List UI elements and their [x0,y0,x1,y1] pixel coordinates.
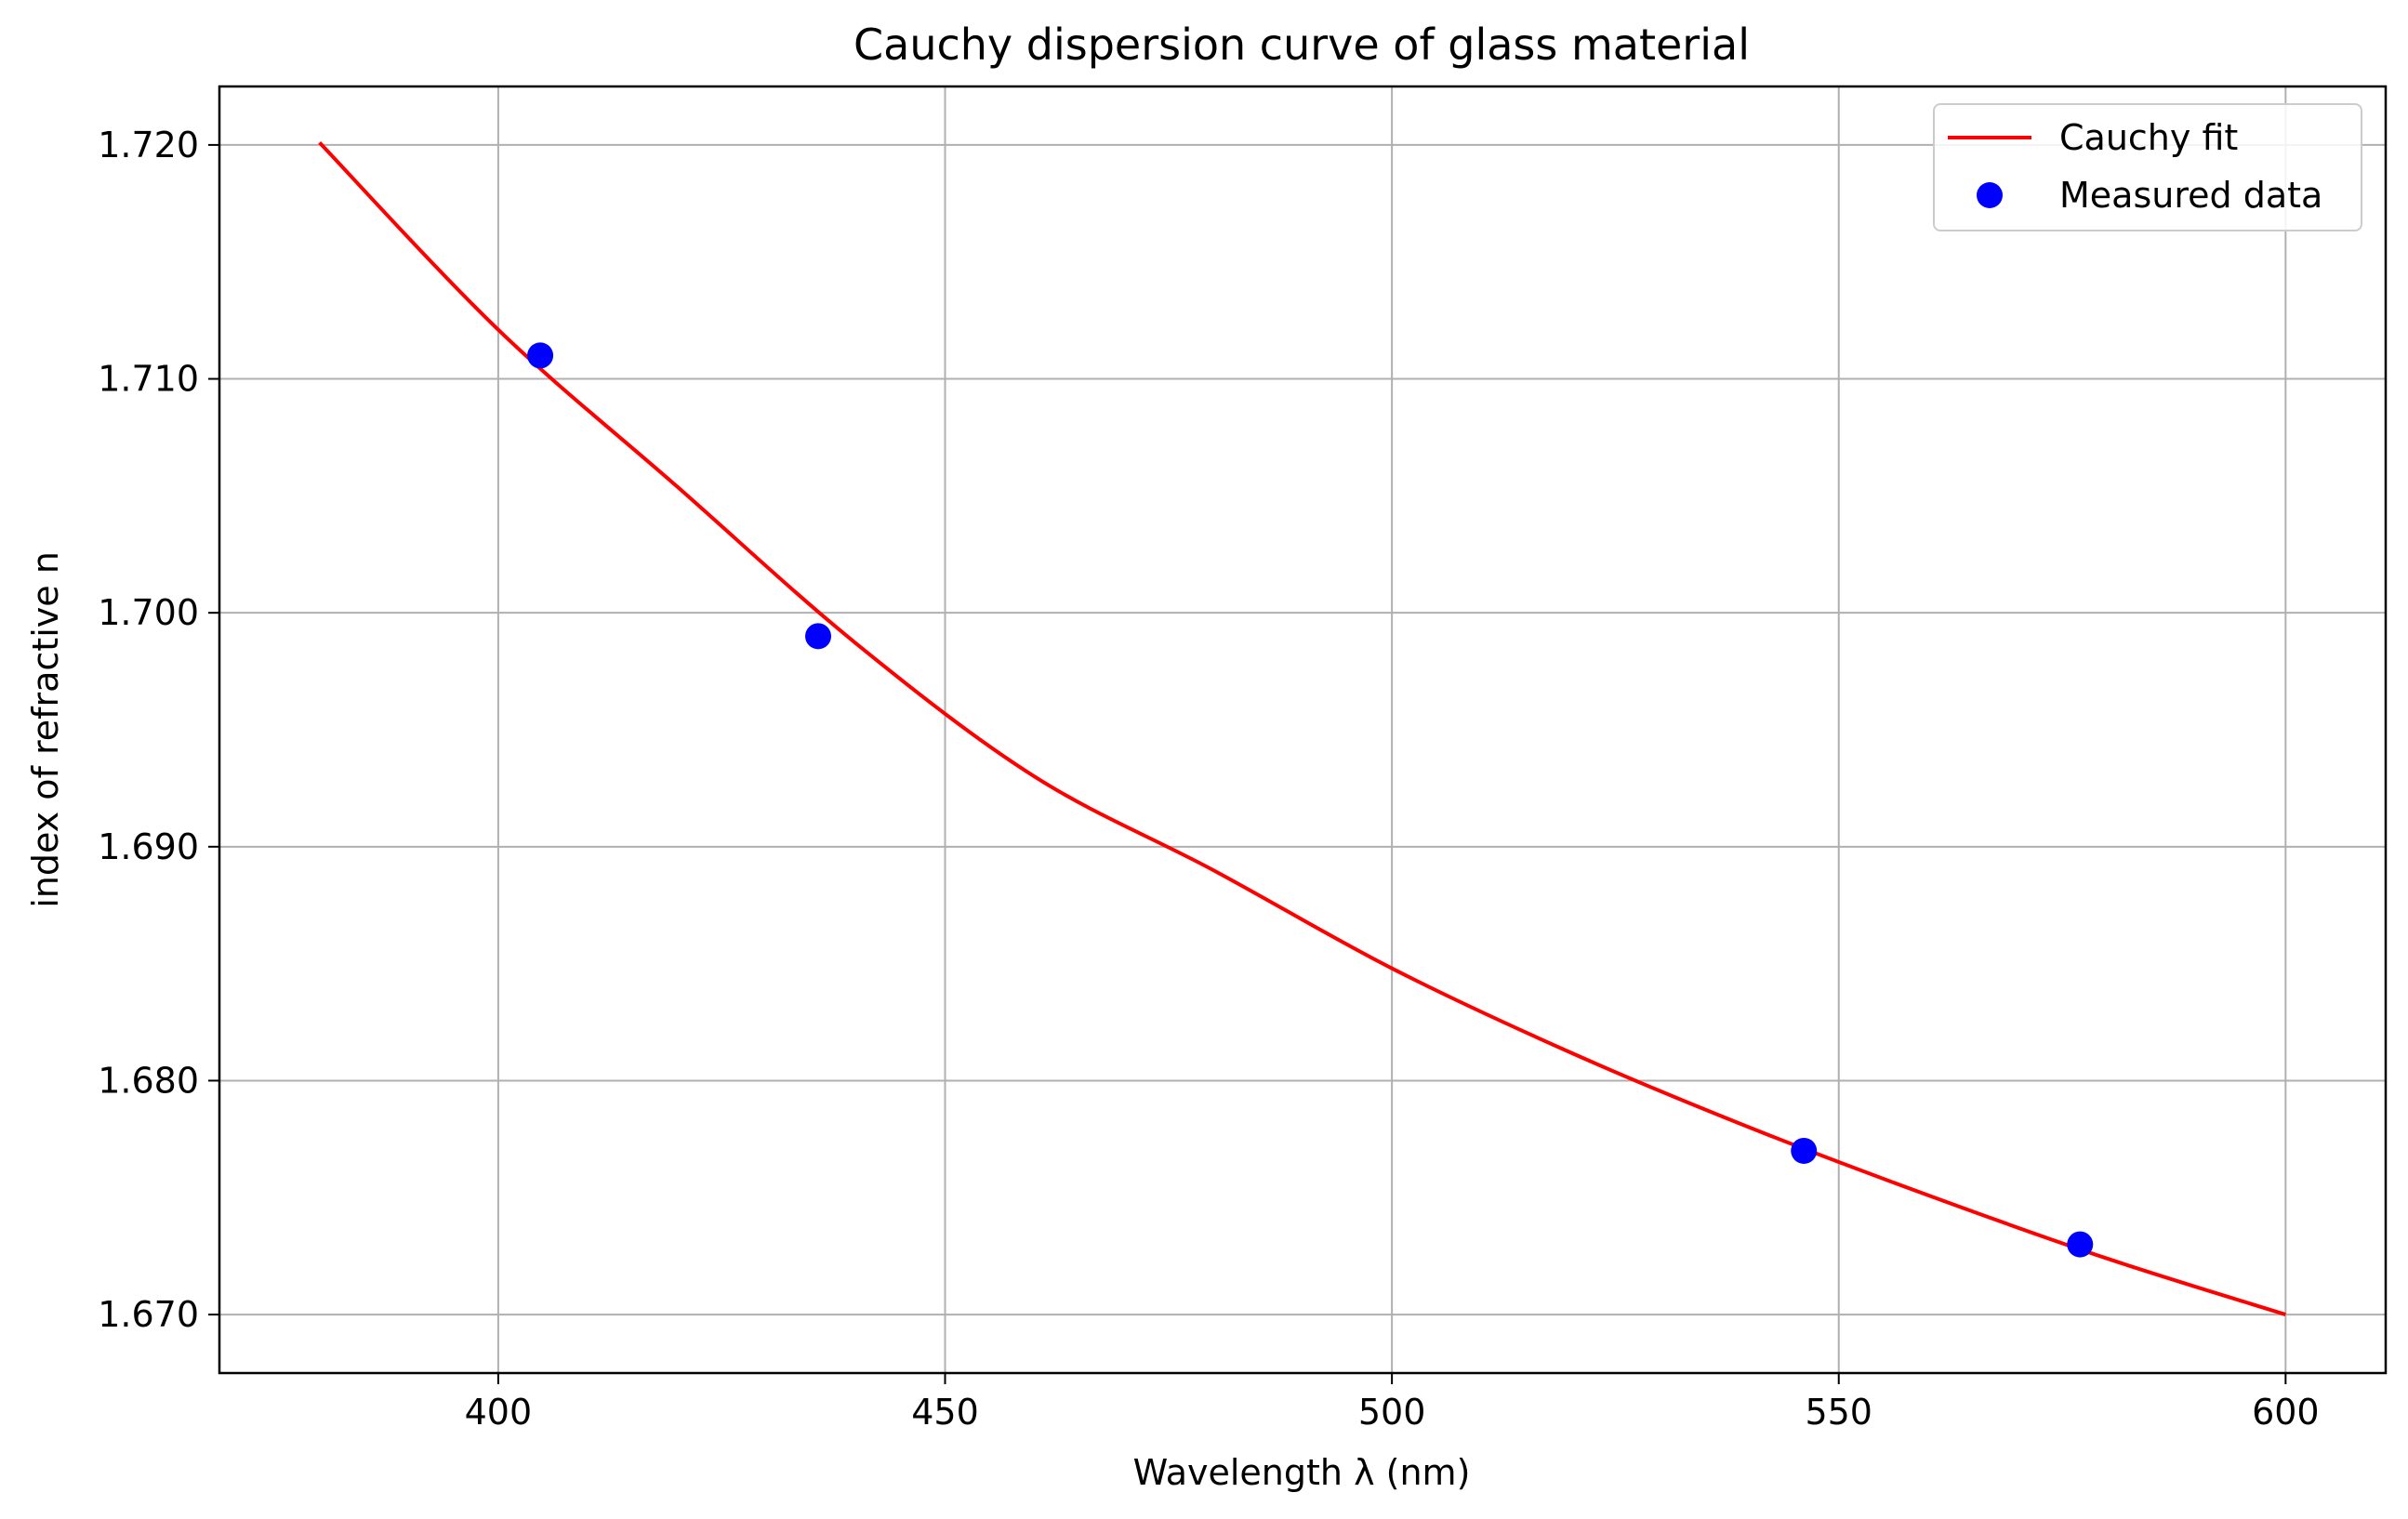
y-axis-label: index of refractive n [25,551,66,908]
chart-title: Cauchy dispersion curve of glass materia… [853,20,1750,70]
data-point-measured [1791,1137,1818,1164]
x-tick-label: 600 [2252,1392,2320,1433]
ticks: 400 450 500 550 600 1.670 1.680 1.690 1.700 1.710… [98,125,2319,1433]
x-tick-label: 450 [911,1392,979,1433]
x-tick-label: 500 [1358,1392,1426,1433]
data-point-measured [2067,1231,2094,1258]
x-tick-label: 550 [1805,1392,1872,1433]
x-tick-label: 400 [465,1392,533,1433]
legend-label-cauchy-fit: Cauchy fit [2059,117,2238,158]
plot-frame [218,85,2388,1375]
series-layer [318,141,2286,1316]
legend: Cauchy fit Measured data [1933,103,2362,231]
y-tick-label: 1.680 [98,1060,199,1101]
y-tick-label: 1.670 [98,1294,199,1335]
legend-box [1933,103,2362,231]
legend-label-measured-data: Measured data [2059,175,2322,216]
data-point-measured [527,342,554,369]
y-tick-label: 1.690 [98,826,199,867]
data-point-measured [805,623,832,650]
y-tick-label: 1.720 [98,125,199,165]
x-axis-label: Wavelength λ (nm) [1133,1452,1471,1493]
y-tick-label: 1.700 [98,592,199,633]
y-tick-label: 1.710 [98,359,199,400]
series-line-cauchy-fit [318,141,2286,1316]
legend-marker-measured-data [1977,182,2003,208]
